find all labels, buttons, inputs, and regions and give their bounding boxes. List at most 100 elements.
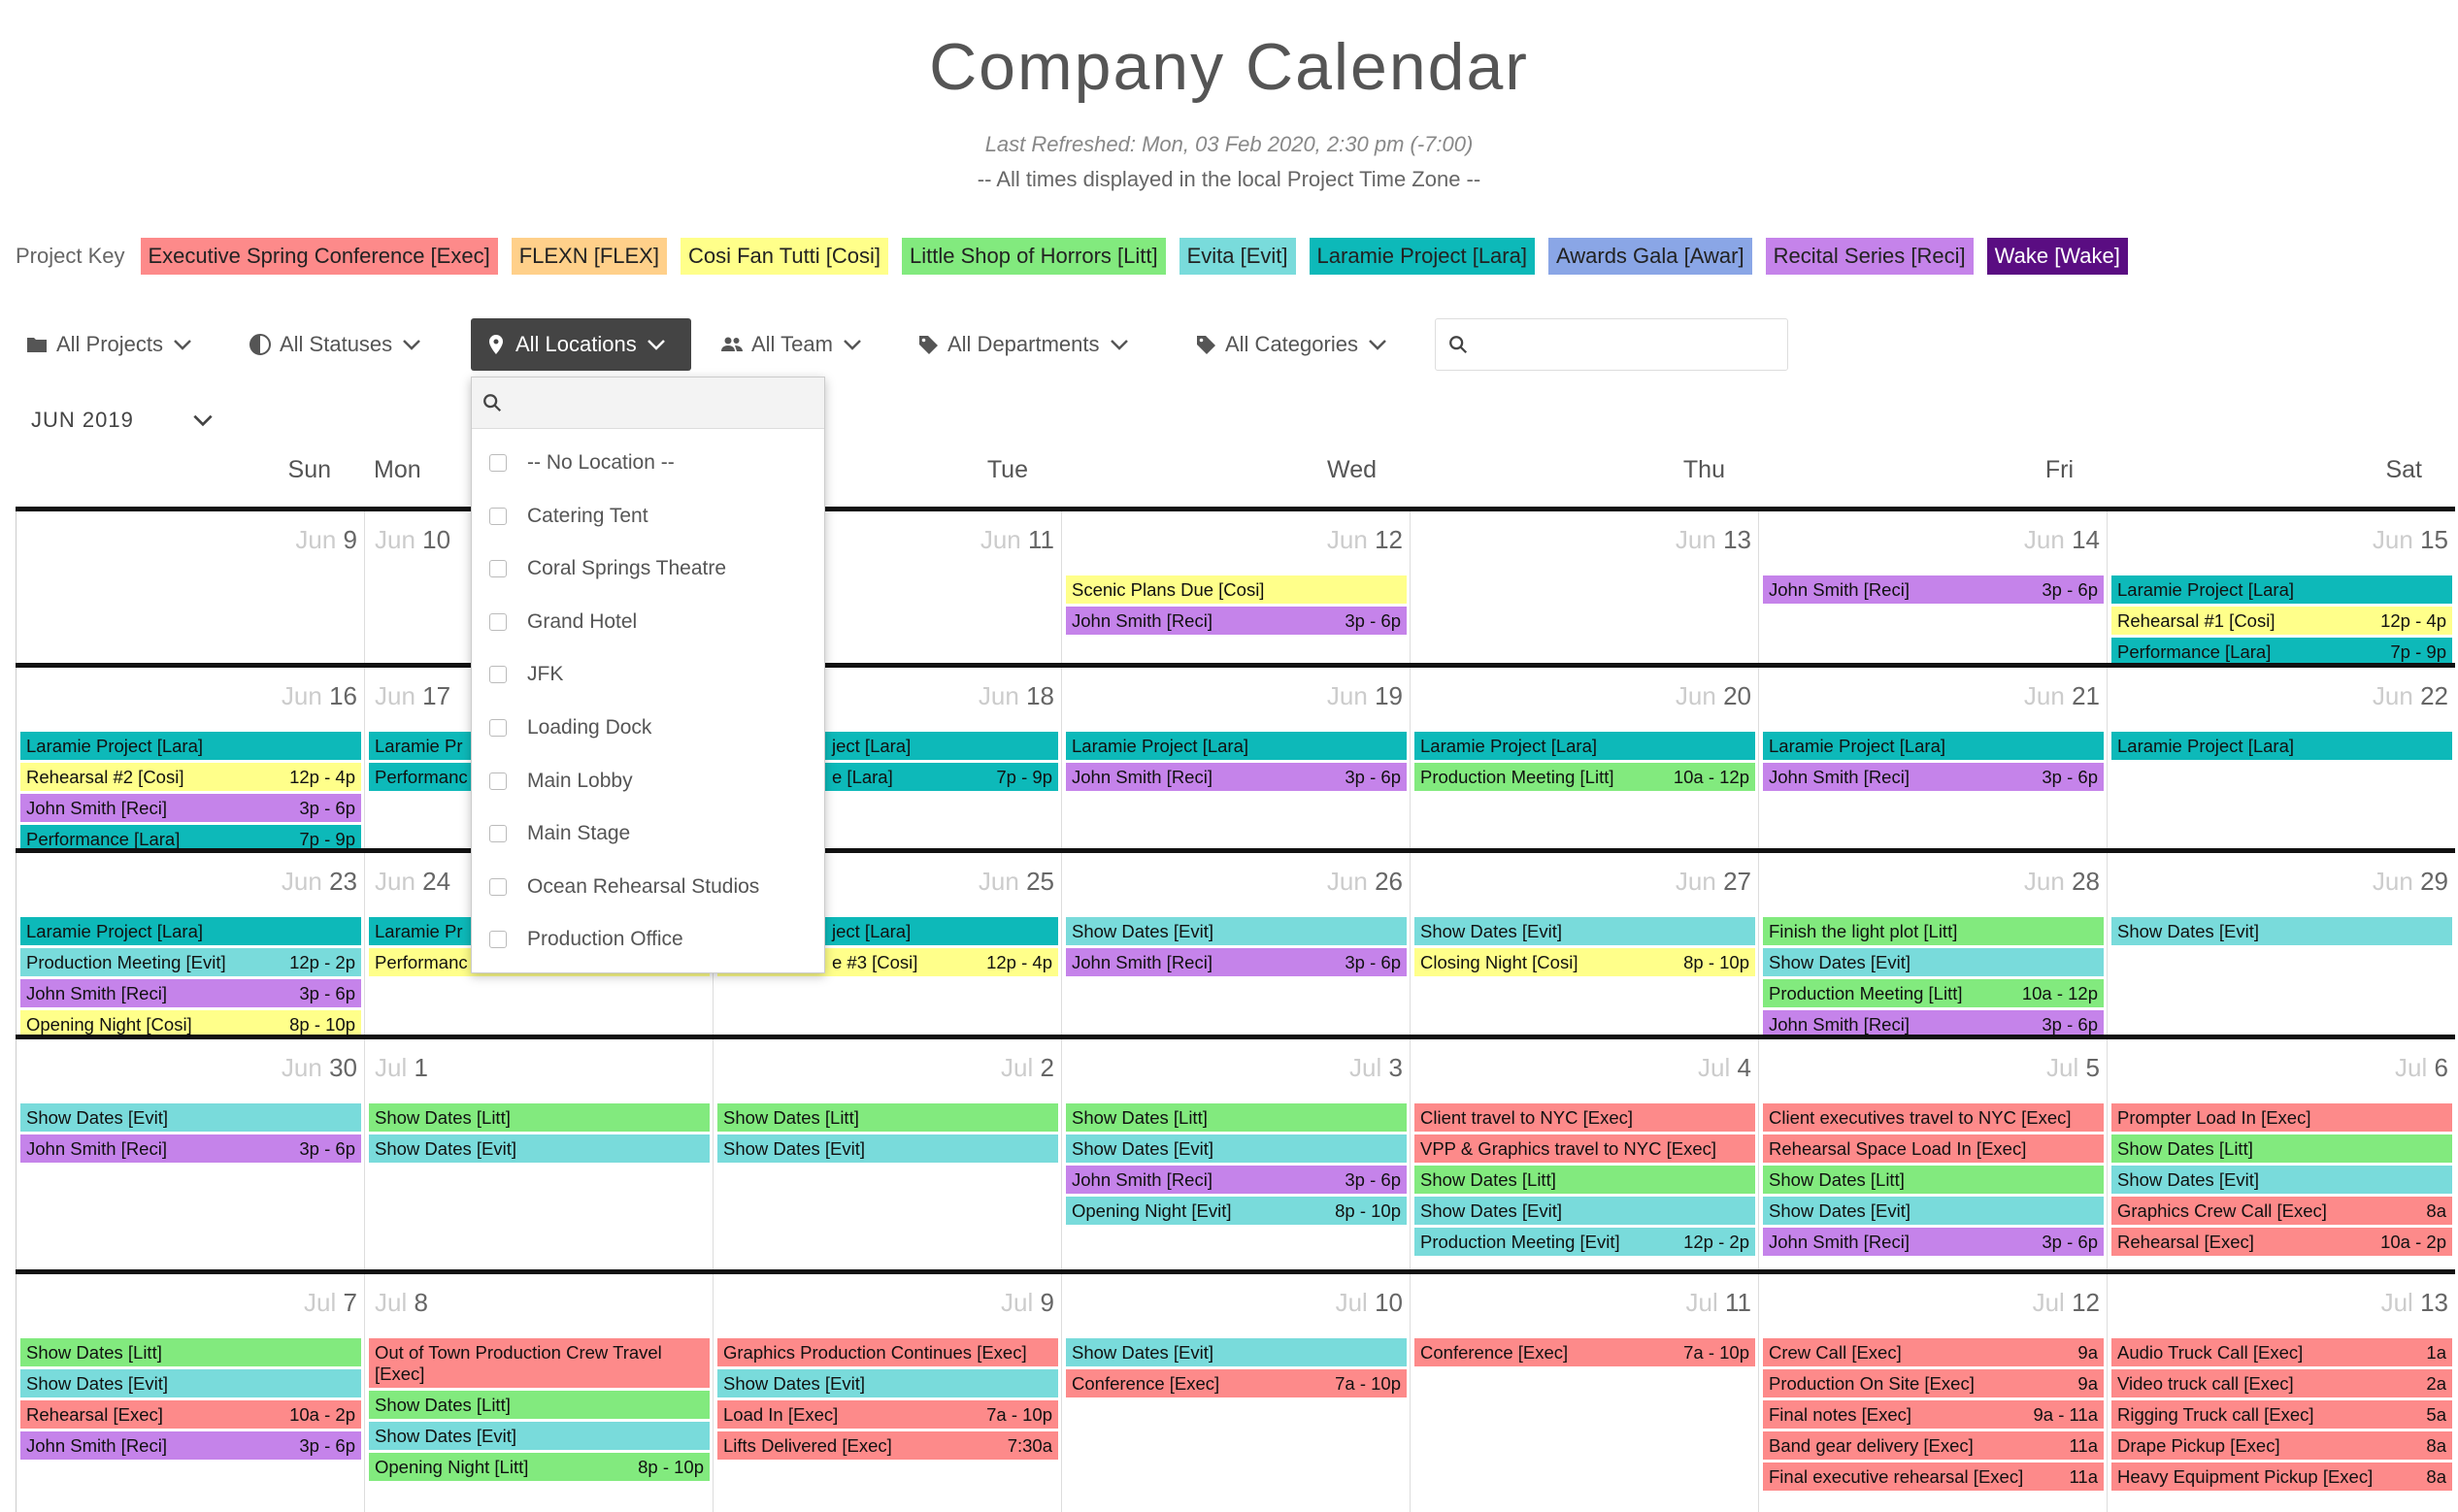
location-search-input[interactable]	[511, 391, 802, 414]
event[interactable]: Laramie Project [Lara]	[1763, 732, 2104, 760]
project-chip-wake[interactable]: Wake [Wake]	[1986, 238, 2128, 275]
event[interactable]: Final notes [Exec] 9a - 11a	[1763, 1400, 2104, 1429]
event[interactable]: Opening Night [Litt] 8p - 10p	[369, 1453, 710, 1481]
day-cell[interactable]: Jul 5 Client executives travel to NYC [Ex…	[1758, 1039, 2107, 1269]
location-search[interactable]	[472, 378, 824, 429]
team-filter[interactable]: All Team	[720, 318, 864, 371]
day-cell[interactable]: Jun 26 Show Dates [Evit] John Smith [Reci]…	[1061, 853, 1410, 1035]
event[interactable]: Rehearsal [Exec] 10a - 2p	[20, 1400, 361, 1429]
event[interactable]: Show Dates [Litt]	[1066, 1103, 1407, 1132]
event[interactable]: VPP & Graphics travel to NYC [Exec]	[1414, 1134, 1755, 1163]
day-cell[interactable]: Jun 10	[364, 511, 713, 663]
event[interactable]: Show Dates [Evit]	[1763, 948, 2104, 976]
location-option[interactable]: Loading Dock	[489, 711, 651, 744]
event[interactable]: Heavy Equipment Pickup [Exec] 8a	[2111, 1463, 2452, 1491]
event[interactable]: Video truck call [Exec] 2a	[2111, 1369, 2452, 1397]
event[interactable]: John Smith [Reci] 3p - 6p	[1763, 763, 2104, 791]
event[interactable]: Show Dates [Evit]	[2111, 1166, 2452, 1194]
day-cell[interactable]: Jul 3 Show Dates [Litt] Show Dates [Evit] J…	[1061, 1039, 1410, 1269]
locations-filter[interactable]: All Locations	[471, 318, 691, 371]
event[interactable]: Production Meeting [Evit] 12p - 2p	[1414, 1228, 1755, 1256]
day-cell[interactable]: Jun 23 Laramie Project [Lara] Production M…	[16, 853, 364, 1035]
event[interactable]: Performance [Lara] 7p - 9p	[20, 825, 361, 848]
day-cell[interactable]: Jun 30 Show Dates [Evit] John Smith [Reci]…	[16, 1039, 364, 1269]
event[interactable]: Band gear delivery [Exec] 11a	[1763, 1431, 2104, 1460]
day-cell[interactable]: Jun 9	[16, 511, 364, 663]
day-cell[interactable]: Jul 9 Graphics Production Continues [Exec…	[713, 1274, 1061, 1512]
day-cell[interactable]: Jul 10 Show Dates [Evit] Conference [Exec]…	[1061, 1274, 1410, 1512]
event[interactable]: Crew Call [Exec] 9a	[1763, 1338, 2104, 1366]
departments-filter[interactable]: All Departments	[916, 318, 1131, 371]
location-option[interactable]: Coral Springs Theatre	[489, 552, 726, 585]
event[interactable]: Laramie Project [Lara]	[2111, 732, 2452, 760]
event[interactable]: John Smith [Reci] 3p - 6p	[20, 1134, 361, 1163]
day-cell[interactable]: Jul 6 Prompter Load In [Exec] Show Dates […	[2107, 1039, 2455, 1269]
event[interactable]: Load In [Exec] 7a - 10p	[717, 1400, 1058, 1429]
event[interactable]: Production Meeting [Litt] 10a - 12p	[1414, 763, 1755, 791]
event[interactable]: John Smith [Reci] 3p - 6p	[1066, 763, 1407, 791]
project-chip-lara[interactable]: Laramie Project [Lara]	[1309, 238, 1535, 275]
day-cell[interactable]: Jul 8 Out of Town Production Crew Travel …	[364, 1274, 713, 1512]
location-checkbox[interactable]	[489, 507, 507, 525]
location-option[interactable]: Ocean Rehearsal Studios	[489, 871, 759, 904]
day-cell[interactable]: Jul 4 Client travel to NYC [Exec] VPP & Gr…	[1410, 1039, 1758, 1269]
project-chip-cosi[interactable]: Cosi Fan Tutti [Cosi]	[680, 238, 889, 275]
statuses-filter[interactable]: All Statuses	[249, 318, 423, 371]
event[interactable]: Conference [Exec] 7a - 10p	[1066, 1369, 1407, 1397]
event[interactable]: Show Dates [Evit]	[2111, 917, 2452, 945]
month-select[interactable]: JUN 2019	[31, 408, 216, 433]
search-input[interactable]	[1477, 332, 1768, 357]
event[interactable]: Production On Site [Exec] 9a	[1763, 1369, 2104, 1397]
event[interactable]: Opening Night [Evit] 8p - 10p	[1066, 1197, 1407, 1225]
event[interactable]: Show Dates [Evit]	[369, 1134, 710, 1163]
location-checkbox[interactable]	[489, 825, 507, 843]
event[interactable]: Show Dates [Litt]	[2111, 1134, 2452, 1163]
categories-filter[interactable]: All Categories	[1194, 318, 1389, 371]
event[interactable]: John Smith [Reci] 3p - 6p	[20, 979, 361, 1007]
location-checkbox[interactable]	[489, 454, 507, 472]
day-cell[interactable]: Jul 12 Crew Call [Exec] 9a Production On Si…	[1758, 1274, 2107, 1512]
event[interactable]: Closing Night [Cosi] 8p - 10p	[1414, 948, 1755, 976]
location-checkbox[interactable]	[489, 772, 507, 790]
day-cell[interactable]: Jul 2 Show Dates [Litt] Show Dates [Evit]	[713, 1039, 1061, 1269]
event[interactable]: Finish the light plot [Litt]	[1763, 917, 2104, 945]
project-chip-flex[interactable]: FLEXN [FLEX]	[511, 238, 667, 275]
day-cell[interactable]: Jun 12 Scenic Plans Due [Cosi] John Smith …	[1061, 511, 1410, 663]
location-checkbox[interactable]	[489, 719, 507, 737]
event[interactable]: Show Dates [Evit]	[1066, 1134, 1407, 1163]
event[interactable]: Laramie Project [Lara]	[20, 732, 361, 760]
event[interactable]: Opening Night [Cosi] 8p - 10p	[20, 1010, 361, 1035]
location-checkbox[interactable]	[489, 877, 507, 896]
location-checkbox[interactable]	[489, 612, 507, 631]
project-chip-evit[interactable]: Evita [Evit]	[1179, 238, 1296, 275]
event[interactable]: Show Dates [Evit]	[1763, 1197, 2104, 1225]
location-option[interactable]: -- No Location --	[489, 446, 675, 479]
event[interactable]: Rigging Truck call [Exec] 5a	[2111, 1400, 2452, 1429]
event[interactable]: Show Dates [Evit]	[369, 1422, 710, 1450]
event[interactable]: Show Dates [Litt]	[717, 1103, 1058, 1132]
event[interactable]: Scenic Plans Due [Cosi]	[1066, 575, 1407, 604]
event[interactable]: Show Dates [Evit]	[1066, 1338, 1407, 1366]
location-checkbox[interactable]	[489, 666, 507, 684]
event[interactable]: Final executive rehearsal [Exec] 11a	[1763, 1463, 2104, 1491]
search-box[interactable]	[1435, 318, 1788, 371]
location-checkbox[interactable]	[489, 560, 507, 578]
projects-filter[interactable]: All Projects	[25, 318, 194, 371]
location-checkbox[interactable]	[489, 931, 507, 949]
event[interactable]: Rehearsal #1 [Cosi] 12p - 4p	[2111, 607, 2452, 635]
project-chip-litt[interactable]: Little Shop of Horrors [Litt]	[902, 238, 1166, 275]
event[interactable]: Rehearsal #2 [Cosi] 12p - 4p	[20, 763, 361, 791]
event[interactable]: Laramie Project [Lara]	[20, 917, 361, 945]
event[interactable]: Audio Truck Call [Exec] 1a	[2111, 1338, 2452, 1366]
event[interactable]: John Smith [Reci] 3p - 6p	[20, 1431, 361, 1460]
event[interactable]: Laramie Project [Lara]	[1066, 732, 1407, 760]
day-cell[interactable]: Jun 27 Show Dates [Evit] Closing Night [Co…	[1410, 853, 1758, 1035]
event[interactable]: John Smith [Reci] 3p - 6p	[1066, 1166, 1407, 1194]
event[interactable]: Show Dates [Litt]	[20, 1338, 361, 1366]
event[interactable]: Performance [Lara] 7p - 9p	[2111, 638, 2452, 663]
event[interactable]: Rehearsal [Exec] 10a - 2p	[2111, 1228, 2452, 1256]
location-option[interactable]: JFK	[489, 658, 563, 691]
event[interactable]: Show Dates [Litt]	[1414, 1166, 1755, 1194]
event[interactable]: Show Dates [Litt]	[1763, 1166, 2104, 1194]
location-option[interactable]: Main Lobby	[489, 765, 633, 798]
